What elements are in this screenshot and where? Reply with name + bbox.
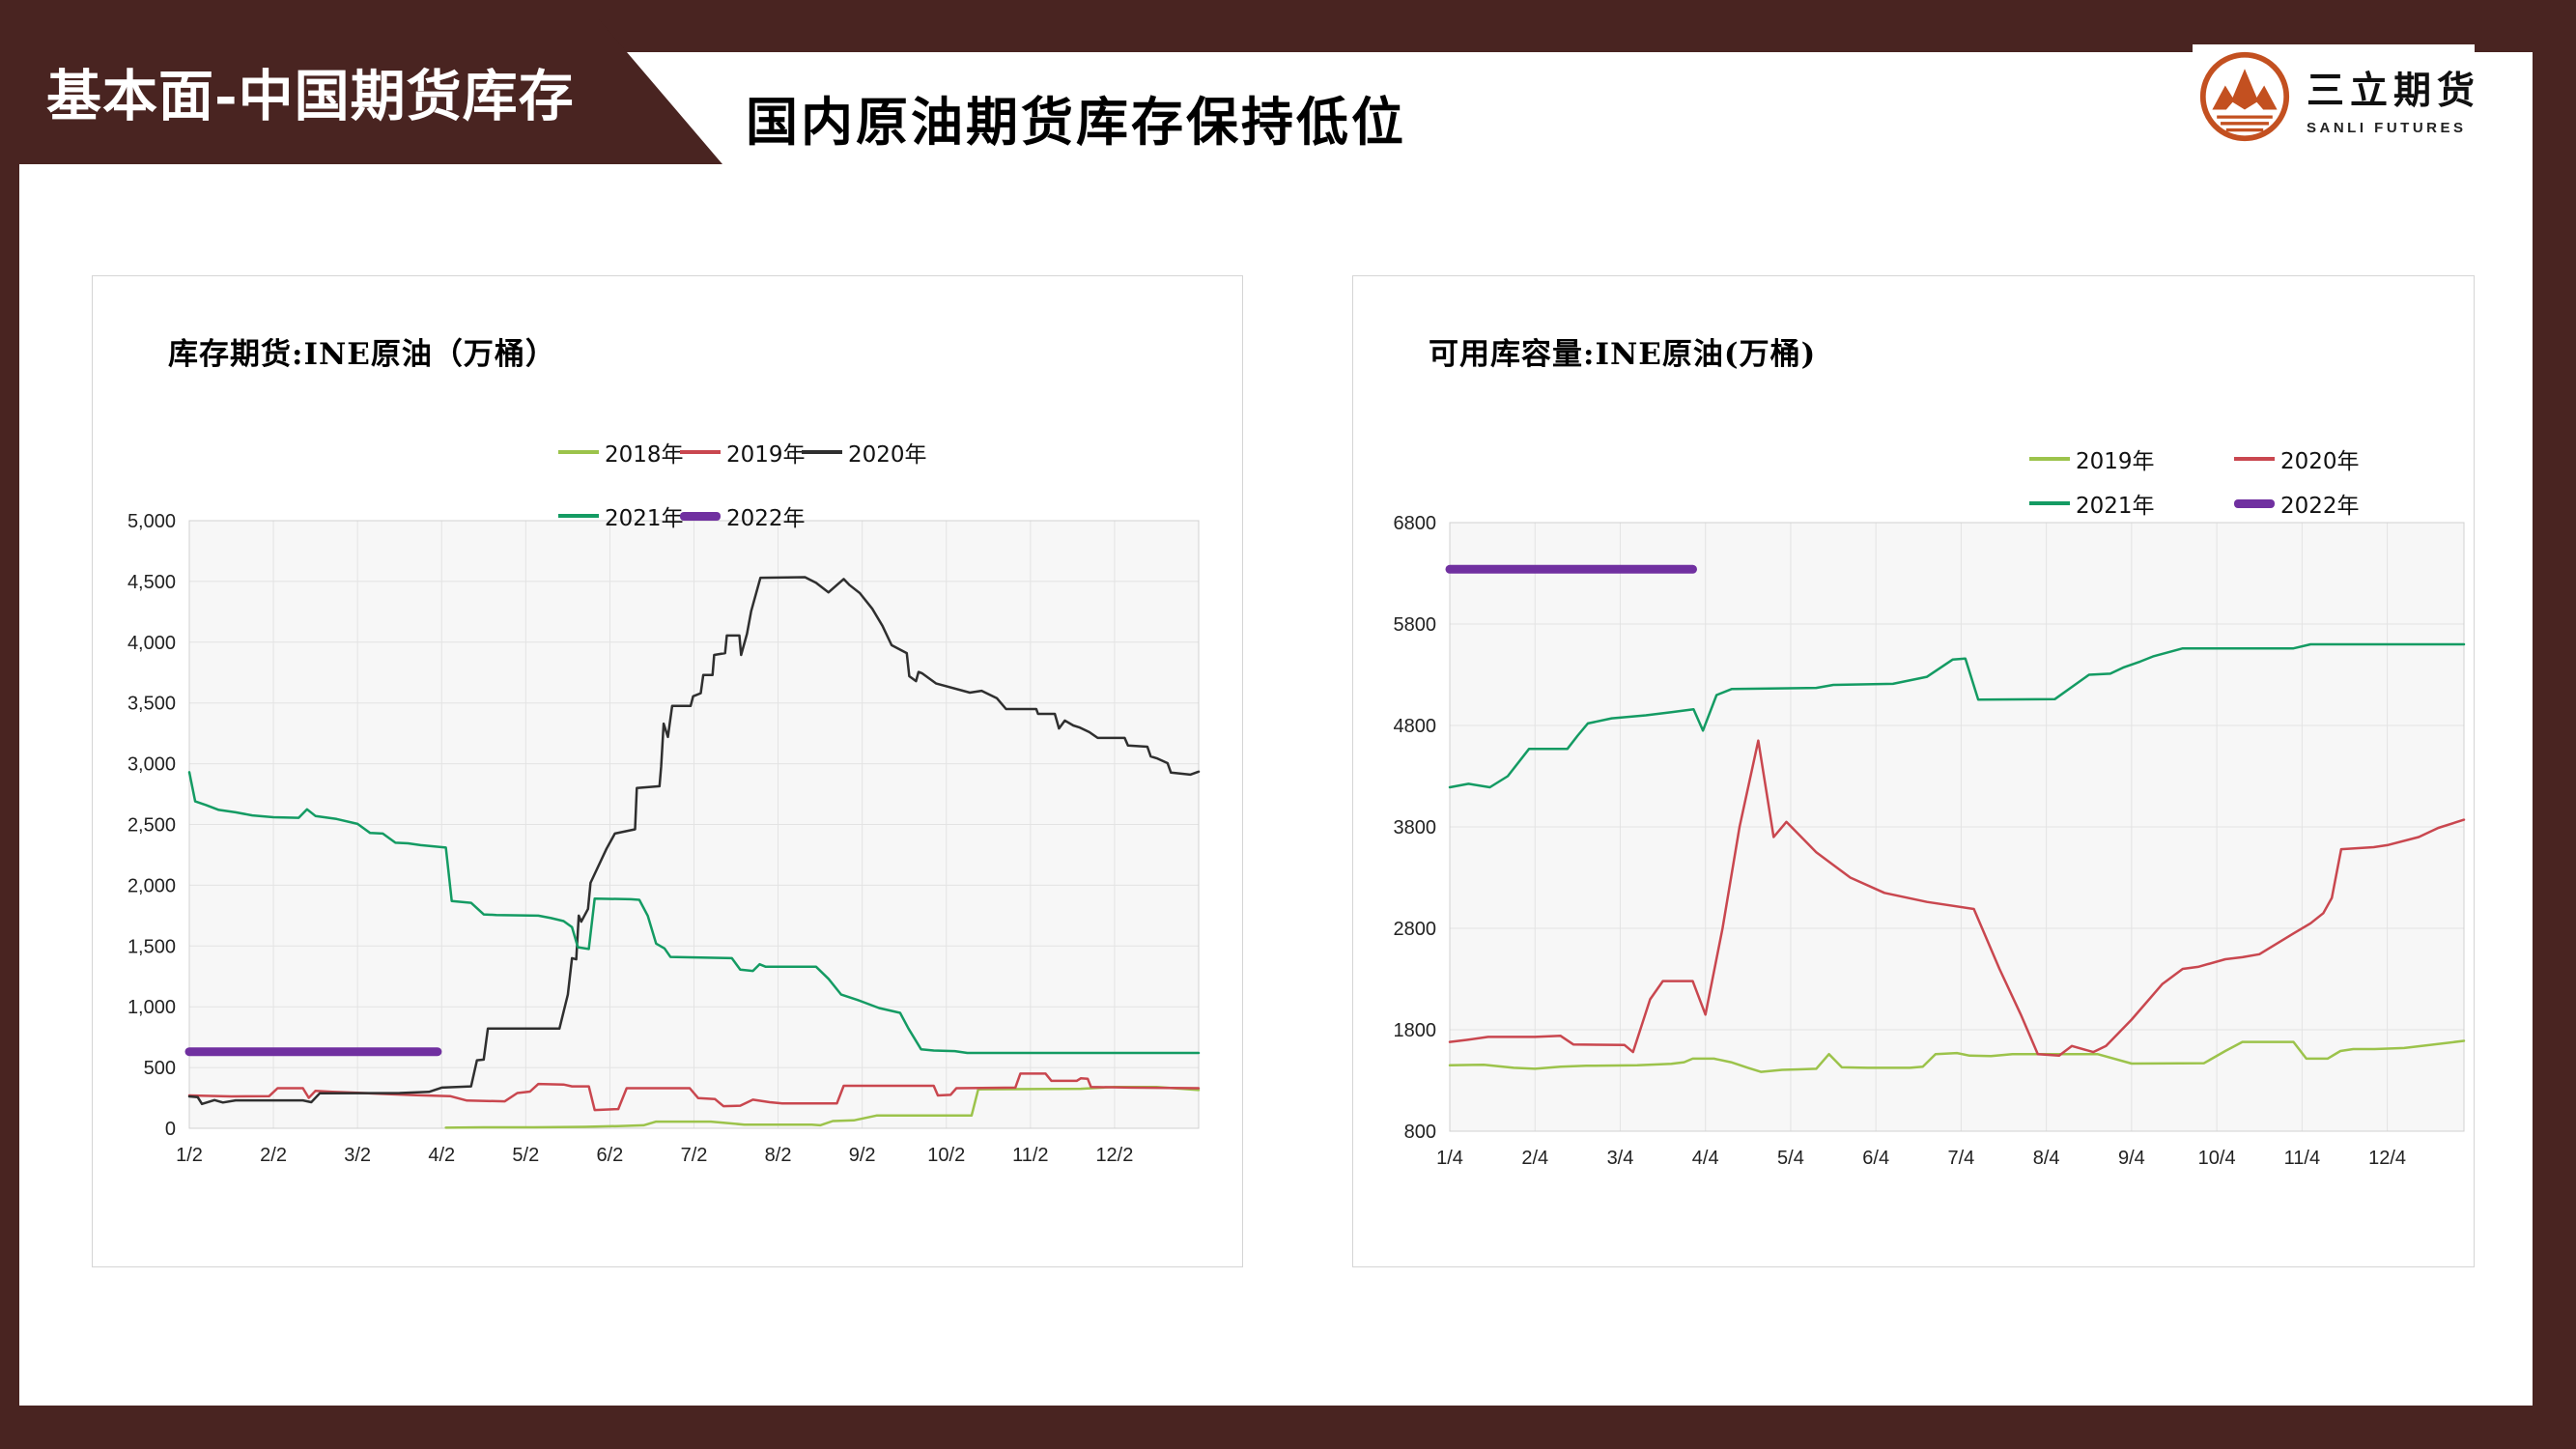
x-tick-label: 12/4 bbox=[2368, 1148, 2406, 1169]
legend-item-2020年: 2020年 bbox=[802, 436, 927, 469]
legend-label: 2018年 bbox=[605, 442, 684, 468]
inventory-chart: 0 500 1,000 1,500 2,000 2,500 3,000 3,500 4,000 4… bbox=[127, 511, 1201, 1166]
x-tick-label: 5/2 bbox=[512, 1145, 539, 1166]
inventory-chart-legend: 2018年 2019年 2020年 2021年 2022年 bbox=[558, 436, 927, 532]
legend-item-2021年: 2021年 bbox=[2029, 487, 2234, 520]
legend-item-2022年: 2022年 bbox=[2234, 487, 2439, 520]
legend-label: 2020年 bbox=[2280, 449, 2360, 474]
legend-item-2019年: 2019年 bbox=[680, 436, 806, 469]
x-tick-label: 4/4 bbox=[1692, 1148, 1719, 1169]
legend-label: 2021年 bbox=[605, 506, 684, 531]
y-tick-label: 2800 bbox=[1394, 919, 1437, 940]
inventory-chart-title: 库存期货:INE原油（万桶） bbox=[168, 337, 556, 372]
legend-swatch-icon bbox=[2234, 457, 2275, 461]
legend-label: 2022年 bbox=[2280, 494, 2360, 519]
legend-item-2020年: 2020年 bbox=[2234, 442, 2439, 475]
legend-row: 2019年 2020年 bbox=[2029, 442, 2439, 475]
capacity-chart: 800 1800 2800 3800 4800 5800 6800 1/4 2/4 3/4 4/4 5… bbox=[1394, 513, 2466, 1169]
slide-body: 基本面-中国期货库存 国内原油期货库存保持低位 三立期货 SANLI FUTUR… bbox=[19, 19, 2533, 1406]
y-tick-label: 2,500 bbox=[127, 815, 176, 837]
x-tick-label: 8/4 bbox=[2033, 1148, 2060, 1169]
x-tick-label: 11/2 bbox=[1012, 1145, 1048, 1166]
series-line-2021年 bbox=[187, 771, 1201, 1055]
logo-name-en: SANLI FUTURES bbox=[2307, 120, 2467, 136]
legend-swatch-icon bbox=[2029, 457, 2070, 461]
x-tick-label: 1/4 bbox=[1436, 1148, 1463, 1169]
logo-name-cn: 三立期货 bbox=[2307, 70, 2481, 113]
y-tick-label: 3,500 bbox=[127, 694, 176, 715]
capacity-chart-panel: 800 1800 2800 3800 4800 5800 6800 1/4 2/4 3/4 4/4 5… bbox=[1352, 275, 2475, 1267]
section-box: 基本面-中国期货库存 bbox=[19, 19, 722, 164]
legend-label: 2022年 bbox=[726, 506, 806, 531]
y-tick-label: 5800 bbox=[1394, 614, 1437, 636]
legend-item-2022年: 2022年 bbox=[680, 499, 806, 532]
legend-swatch-icon bbox=[2029, 501, 2070, 505]
legend-row: 2021年 2022年 bbox=[2029, 487, 2439, 520]
x-tick-label: 2/2 bbox=[260, 1145, 287, 1166]
y-tick-label: 3,000 bbox=[127, 754, 176, 776]
x-tick-label: 10/2 bbox=[927, 1145, 965, 1166]
legend-item-2021年: 2021年 bbox=[558, 499, 684, 532]
y-tick-label: 5,000 bbox=[127, 511, 176, 532]
legend-label: 2020年 bbox=[848, 442, 927, 468]
x-tick-label: 10/4 bbox=[2198, 1148, 2236, 1169]
legend-swatch-icon bbox=[680, 511, 721, 521]
series-line-2020年 bbox=[1448, 739, 2466, 1058]
legend-swatch-icon bbox=[558, 450, 599, 454]
y-tick-label: 3800 bbox=[1394, 817, 1437, 838]
legend-swatch-icon bbox=[558, 514, 599, 518]
series-line-2021年 bbox=[1448, 642, 2466, 789]
x-tick-label: 3/4 bbox=[1607, 1148, 1634, 1169]
y-tick-label: 500 bbox=[144, 1058, 176, 1079]
series-line-2019年 bbox=[1448, 1039, 2466, 1073]
legend-swatch-icon bbox=[802, 450, 842, 454]
y-tick-label: 1,500 bbox=[127, 936, 176, 957]
x-tick-label: 5/4 bbox=[1777, 1148, 1804, 1169]
legend-item-2019年: 2019年 bbox=[2029, 442, 2234, 475]
legend-item-2018年: 2018年 bbox=[558, 436, 684, 469]
x-tick-label: 1/2 bbox=[176, 1145, 203, 1166]
legend-label: 2021年 bbox=[2076, 494, 2155, 519]
legend-swatch-icon bbox=[2234, 498, 2275, 508]
legend-label: 2019年 bbox=[2076, 449, 2155, 474]
y-tick-label: 0 bbox=[165, 1119, 176, 1140]
x-tick-label: 6/2 bbox=[597, 1145, 624, 1166]
y-tick-label: 4800 bbox=[1394, 716, 1437, 737]
legend-swatch-icon bbox=[680, 450, 721, 454]
mountain-circle-logo-icon bbox=[2198, 50, 2291, 148]
x-tick-label: 8/2 bbox=[765, 1145, 792, 1166]
x-tick-label: 9/4 bbox=[2118, 1148, 2145, 1169]
x-tick-label: 9/2 bbox=[849, 1145, 876, 1166]
legend-row: 2018年 2019年 2020年 bbox=[558, 436, 927, 469]
plot-border bbox=[188, 520, 1200, 1129]
y-tick-label: 4,500 bbox=[127, 572, 176, 593]
series-line-2020年 bbox=[187, 576, 1201, 1106]
page-title: 国内原油期货库存保持低位 bbox=[746, 91, 1406, 153]
y-tick-label: 2,000 bbox=[127, 875, 176, 896]
inventory-chart-panel: 0 500 1,000 1,500 2,000 2,500 3,000 3,500 4,000 4… bbox=[92, 275, 1243, 1267]
section-label: 基本面-中国期货库存 bbox=[46, 64, 575, 128]
company-logo: 三立期货 SANLI FUTURES bbox=[2193, 44, 2475, 153]
x-tick-label: 3/2 bbox=[344, 1145, 371, 1166]
x-tick-label: 4/2 bbox=[428, 1145, 455, 1166]
x-tick-label: 7/4 bbox=[1948, 1148, 1975, 1169]
plot-border bbox=[1449, 522, 2465, 1132]
y-tick-label: 1800 bbox=[1394, 1020, 1437, 1041]
legend-label: 2019年 bbox=[726, 442, 806, 468]
y-tick-label: 800 bbox=[1404, 1122, 1436, 1143]
legend-row: 2021年 2022年 bbox=[558, 499, 923, 532]
capacity-chart-title: 可用库容量:INE原油(万桶) bbox=[1429, 337, 1817, 372]
x-tick-label: 12/2 bbox=[1095, 1145, 1133, 1166]
x-tick-label: 6/4 bbox=[1862, 1148, 1889, 1169]
x-tick-label: 2/4 bbox=[1521, 1148, 1548, 1169]
x-tick-label: 11/4 bbox=[2284, 1148, 2320, 1169]
y-tick-label: 1,000 bbox=[127, 997, 176, 1018]
capacity-chart-legend: 2019年 2020年 2021年 2022年 bbox=[2029, 442, 2439, 520]
y-tick-label: 4,000 bbox=[127, 633, 176, 654]
x-tick-label: 7/2 bbox=[681, 1145, 708, 1166]
y-tick-label: 6800 bbox=[1394, 513, 1437, 534]
